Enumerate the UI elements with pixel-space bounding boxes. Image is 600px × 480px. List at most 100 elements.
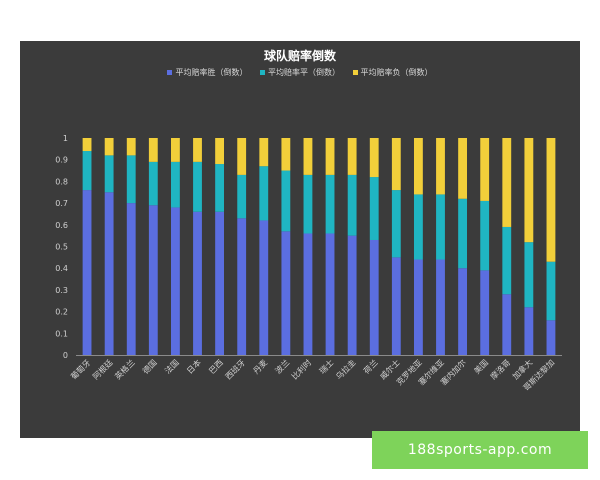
bar-segment [436,194,445,260]
bar-segment [126,203,136,355]
bar-segment [325,138,335,175]
bar-segment [82,190,92,355]
y-tick-label: 0.8 [55,177,68,186]
bar-segment [413,194,423,260]
x-tick-label: 美国 [472,357,490,375]
x-tick-label: 巴西 [207,358,225,376]
bar-segment [480,138,490,201]
bar-segment [126,138,136,156]
bar-segment [458,268,468,355]
bar-segment [436,138,445,195]
bar-segment [104,192,114,355]
watermark-banner: 188sports-app.com [372,431,588,469]
x-tick-label: 西班牙 [223,357,247,381]
bar-segment [215,138,225,165]
bar-segment [259,166,269,221]
bar-segment [237,174,247,219]
x-tick-label: 丹麦 [251,357,269,375]
bar-segment [546,261,556,321]
x-tick-label: 瑞士 [317,357,335,375]
bar-segment [104,155,114,193]
bar-segment [413,138,423,195]
legend-swatch-win [167,70,173,75]
y-tick-label: 0.3 [55,286,68,295]
x-tick-label: 波兰 [273,357,291,375]
y-tick-label: 0 [63,351,68,360]
bar-segment [170,138,180,162]
bar-segment [524,307,534,355]
bar-segment [104,138,114,156]
legend-label-draw: 平均赔率平（倒数） [268,68,340,77]
bar-segment [325,233,335,355]
chart-panel: 球队赔率倒数 平均赔率胜（倒数） 平均赔率平（倒数） 平均赔率负（倒数） 0 0.… [20,41,580,438]
bar-segment [303,233,313,355]
bar-segment [281,138,291,171]
y-tick-label: 1 [63,134,68,143]
bar-segment [215,164,225,212]
bar-segment [148,205,158,355]
bar-segment [82,151,92,191]
legend-item-draw: 平均赔率平（倒数） [260,67,340,78]
bar-segment [193,211,202,355]
x-tick-label: 阿根廷 [91,357,115,381]
bar-segment [170,207,180,355]
bar-segment [391,190,401,258]
bar-segment [347,235,357,355]
bar-segment [502,294,512,355]
y-tick-label: 0.6 [55,221,68,230]
legend-label-loss: 平均赔率负（倒数） [360,68,433,77]
bar-segment [303,174,313,234]
bar-segment [148,161,158,206]
x-tick-label: 比利时 [289,357,313,381]
x-tick-label: 法国 [162,357,180,375]
x-tick-label: 英格兰 [113,357,137,381]
x-tick-label: 葡萄牙 [68,357,92,381]
bar-segment [480,270,490,355]
x-tick-label: 荷兰 [361,357,379,375]
bar-segment [369,239,379,355]
watermark-text: 188sports-app.com [407,442,553,458]
bar-segment [237,218,247,355]
bar-segment [458,198,468,269]
legend-item-win: 平均赔率胜（倒数） [167,67,247,78]
y-tick-label: 0.2 [55,308,68,317]
bar-segment [369,138,379,178]
legend-swatch-draw [260,70,265,75]
bar-segment [259,220,269,355]
bar-segment [148,138,158,162]
bar-segment [502,226,512,295]
bar-segment [546,320,556,355]
bar-segment [458,138,468,199]
bar-segment [480,200,490,271]
x-tick-label: 摩洛哥 [488,357,512,381]
bar-segment [259,138,269,167]
y-tick-label: 0.7 [55,199,68,208]
bar-segment [347,138,357,175]
y-tick-label: 0.9 [55,156,68,165]
bar-segment [303,138,313,175]
bar-segment [391,138,401,191]
bar-segment [524,138,534,243]
legend-item-loss: 平均赔率负（倒数） [352,67,433,78]
bar-segment [369,177,379,240]
bar-segment [436,259,445,355]
bar-segment [347,174,357,236]
x-tick-label: 乌拉圭 [334,357,358,381]
bar-segment [325,174,335,234]
bar-segment [281,170,291,232]
legend-swatch-loss [352,70,358,75]
bar-segment [502,138,512,227]
y-tick-label: 0.5 [55,243,68,252]
bar-segment [82,138,92,152]
bar-segment [281,231,291,355]
bar-segment [237,138,247,175]
bar-segment [193,161,202,212]
bar-segment [391,257,401,355]
bar-segment [126,155,136,204]
bar-segment [193,138,202,162]
bar-segment [215,211,225,355]
legend-label-win: 平均赔率胜（倒数） [175,68,248,77]
bar-segment [524,242,534,308]
x-tick-label: 德国 [140,357,158,375]
